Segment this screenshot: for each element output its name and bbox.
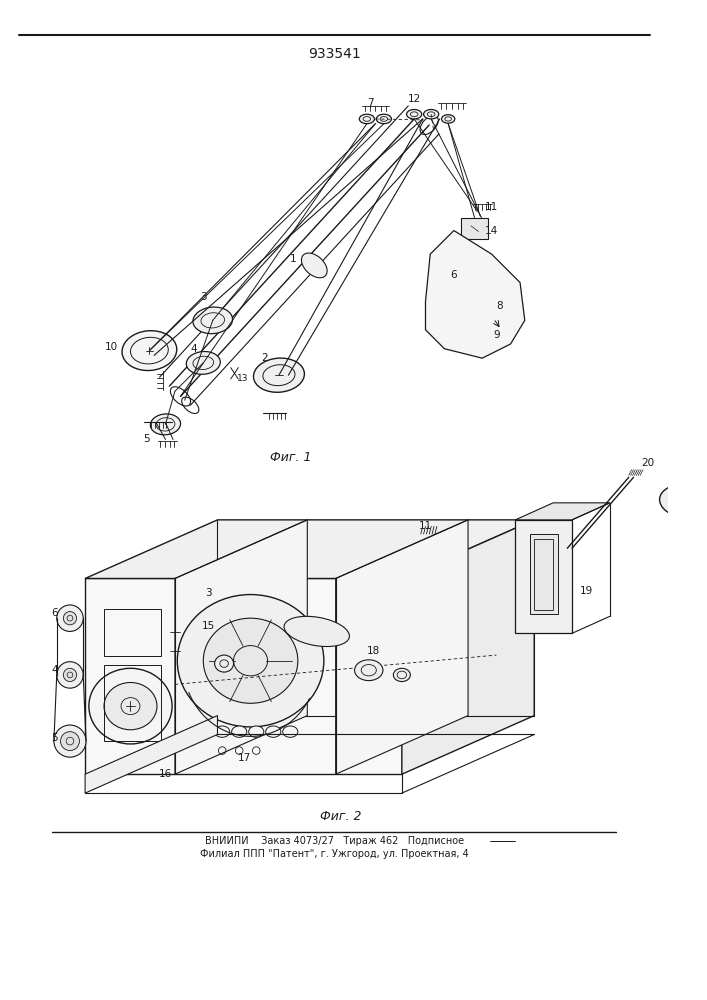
Polygon shape (85, 578, 402, 774)
Polygon shape (85, 520, 534, 578)
Text: 4: 4 (52, 665, 58, 675)
Polygon shape (426, 231, 525, 358)
Ellipse shape (151, 414, 180, 435)
Polygon shape (515, 520, 572, 633)
Ellipse shape (359, 114, 375, 124)
Ellipse shape (204, 618, 298, 703)
Ellipse shape (393, 668, 410, 682)
Text: 14: 14 (485, 226, 498, 236)
Text: 4: 4 (190, 344, 197, 354)
Text: 3: 3 (205, 588, 211, 598)
Bar (530, 534, 558, 614)
Text: 933541: 933541 (308, 47, 361, 61)
Text: 2: 2 (262, 353, 268, 363)
Ellipse shape (407, 109, 421, 119)
Polygon shape (515, 503, 610, 520)
Ellipse shape (215, 726, 230, 737)
Text: Фиг. 2: Фиг. 2 (320, 810, 361, 823)
Text: 12: 12 (407, 94, 421, 104)
Ellipse shape (283, 726, 298, 737)
Bar (104, 665, 160, 741)
Text: 20: 20 (641, 458, 654, 468)
Text: Фиг. 1: Фиг. 1 (271, 451, 312, 464)
Ellipse shape (187, 351, 221, 374)
Bar (462, 218, 488, 239)
Ellipse shape (89, 668, 172, 744)
Ellipse shape (266, 726, 281, 737)
Ellipse shape (660, 484, 707, 518)
Text: 10: 10 (105, 342, 118, 352)
Polygon shape (402, 520, 534, 774)
Text: 13: 13 (238, 374, 249, 383)
Ellipse shape (215, 655, 233, 672)
Text: 17: 17 (238, 753, 250, 763)
Text: 19: 19 (580, 586, 593, 596)
Ellipse shape (442, 115, 455, 123)
Ellipse shape (423, 109, 439, 119)
Ellipse shape (301, 253, 327, 278)
Text: 3: 3 (200, 292, 206, 302)
Circle shape (64, 668, 76, 682)
Circle shape (57, 662, 83, 688)
Circle shape (57, 605, 83, 631)
Ellipse shape (253, 358, 305, 392)
Polygon shape (85, 716, 218, 793)
Text: 5: 5 (52, 733, 58, 743)
Circle shape (64, 612, 76, 625)
Circle shape (61, 732, 79, 751)
Ellipse shape (376, 114, 392, 124)
Text: 9: 9 (493, 330, 500, 340)
Text: 1: 1 (290, 254, 296, 264)
Ellipse shape (284, 616, 349, 647)
Text: 16: 16 (159, 769, 172, 779)
Ellipse shape (122, 331, 177, 371)
Text: 11: 11 (419, 521, 432, 531)
Text: 15: 15 (201, 621, 215, 631)
Text: 6: 6 (52, 608, 58, 618)
Polygon shape (175, 520, 308, 774)
Text: 7: 7 (368, 98, 374, 108)
Text: ВНИИПИ    Заказ 4073/27   Тираж 462   Подписное: ВНИИПИ Заказ 4073/27 Тираж 462 Подписное (205, 836, 464, 846)
Ellipse shape (177, 595, 324, 727)
Text: 6: 6 (450, 270, 457, 280)
Bar (104, 609, 160, 656)
Ellipse shape (249, 726, 264, 737)
Text: Филиал ППП "Патент", г. Ужгород, ул. Проектная, 4: Филиал ППП "Патент", г. Ужгород, ул. Про… (200, 849, 469, 859)
Text: 11: 11 (485, 202, 498, 212)
Circle shape (54, 725, 86, 757)
Text: 5: 5 (144, 434, 150, 444)
Polygon shape (336, 520, 468, 774)
Ellipse shape (232, 726, 247, 737)
Ellipse shape (193, 307, 233, 334)
Bar (534, 539, 553, 610)
Ellipse shape (104, 682, 157, 730)
Ellipse shape (355, 660, 383, 681)
Text: 8: 8 (496, 301, 503, 311)
Text: 18: 18 (367, 646, 380, 656)
